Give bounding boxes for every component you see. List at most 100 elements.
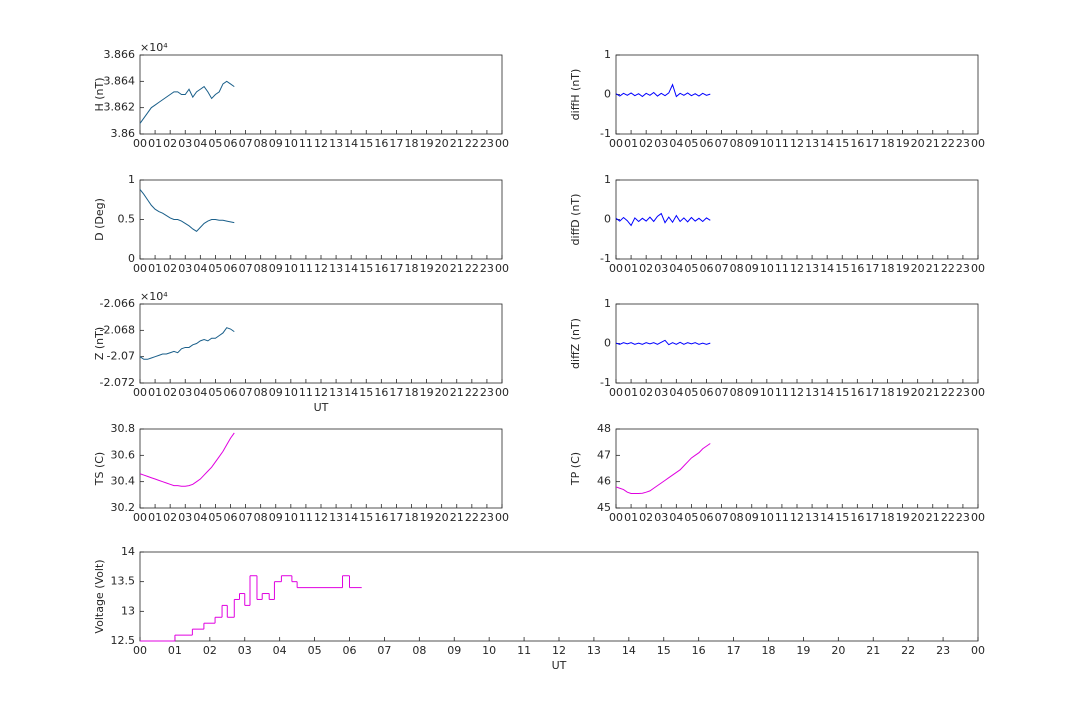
x-tick-label: 21 [866,644,880,657]
x-tick-label: 03 [654,137,668,150]
x-tick-label: 22 [465,386,479,399]
x-tick-label: 06 [224,262,238,275]
x-tick-label: 00 [609,262,623,275]
x-tick-label: 14 [344,137,358,150]
x-tick-label: 12 [314,137,328,150]
x-tick-label: 16 [850,386,864,399]
data-line [139,80,235,124]
y-tick-label: 0.5 [118,213,136,226]
x-tick-label: 10 [760,511,774,524]
x-tick-label: 09 [447,644,461,657]
x-tick-label: 12 [790,262,804,275]
x-tick-label: 02 [163,137,177,150]
x-tick-label: 01 [168,644,182,657]
x-tick-label: 13 [329,262,343,275]
x-tick-label: 16 [850,137,864,150]
y-axis-label: diffD (nT) [569,194,582,246]
x-tick-label: 12 [790,511,804,524]
x-tick-label: 09 [269,386,283,399]
x-tick-label: 20 [911,262,925,275]
x-tick-label: 21 [926,386,940,399]
y-tick-label: 1 [604,173,611,186]
data-line [615,443,711,495]
x-tick-label: 16 [850,262,864,275]
x-tick-label: 00 [133,511,147,524]
x-tick-label: 00 [609,137,623,150]
x-tick-label: 10 [760,386,774,399]
x-tick-label: 18 [881,262,895,275]
x-tick-label: 07 [239,511,253,524]
x-tick-label: 20 [435,262,449,275]
x-tick-label: 04 [273,644,287,657]
x-tick-label: 09 [745,511,759,524]
x-tick-label: 00 [133,137,147,150]
x-tick-label: 04 [669,137,683,150]
x-tick-label: 18 [405,137,419,150]
x-tick-label: 08 [254,386,268,399]
x-tick-label: 02 [639,386,653,399]
y-axis-label: TS (C) [93,452,106,486]
x-tick-label: 14 [344,386,358,399]
x-tick-label: 08 [254,511,268,524]
x-tick-label: 18 [881,137,895,150]
x-tick-label: 00 [609,386,623,399]
y-axis-label: Z (nT) [93,327,106,360]
x-tick-label: 01 [148,386,162,399]
x-tick-label: 17 [727,644,741,657]
x-tick-label: 03 [654,262,668,275]
x-tick-label: 01 [148,137,162,150]
x-tick-label: 08 [254,137,268,150]
x-tick-label: 08 [412,644,426,657]
x-tick-label: 04 [669,511,683,524]
x-tick-label: 04 [193,137,207,150]
x-tick-label: 20 [435,386,449,399]
x-tick-label: 11 [775,511,789,524]
y-tick-label: -1 [600,376,611,389]
x-tick-label: 12 [314,262,328,275]
x-tick-label: 18 [405,511,419,524]
y-tick-label: 30.8 [111,422,136,435]
x-tick-label: 22 [901,644,915,657]
x-tick-label: 09 [269,511,283,524]
y-tick-label: 30.4 [111,475,136,488]
x-tick-label: 00 [495,137,509,150]
x-tick-label: 03 [178,262,192,275]
x-tick-label: 14 [820,511,834,524]
x-tick-label: 17 [865,137,879,150]
x-tick-label: 12 [790,386,804,399]
x-tick-label: 18 [405,262,419,275]
x-tick-label: 01 [148,262,162,275]
x-tick-label: 06 [700,386,714,399]
x-tick-label: 15 [359,511,373,524]
data-line [139,189,235,232]
x-tick-label: 01 [624,262,638,275]
axes-box [139,428,503,509]
y-tick-label: 3.86 [111,127,136,140]
x-tick-label: 11 [775,262,789,275]
x-tick-label: 04 [193,262,207,275]
x-tick-label: 21 [450,137,464,150]
x-tick-label: 09 [269,262,283,275]
x-tick-label: 10 [760,137,774,150]
x-tick-label: 19 [420,511,434,524]
x-tick-label: 23 [480,262,494,275]
x-tick-label: 04 [193,386,207,399]
x-tick-label: 23 [480,511,494,524]
y-tick-label: 30.2 [111,501,136,514]
x-tick-label: 06 [224,137,238,150]
y-tick-label: -2.07 [107,350,135,363]
x-tick-label: 05 [684,511,698,524]
x-tick-label: 07 [715,511,729,524]
x-tick-label: 00 [133,386,147,399]
x-tick-label: 14 [820,137,834,150]
x-tick-label: 19 [796,644,810,657]
y-tick-label: 13 [121,604,135,617]
y-tick-label: 48 [597,422,611,435]
x-tick-label: 12 [314,511,328,524]
x-tick-label: 06 [700,511,714,524]
x-tick-label: 15 [835,262,849,275]
x-tick-label: 05 [684,137,698,150]
y-tick-label: -2.072 [100,376,135,389]
x-tick-label: 10 [482,644,496,657]
axes-box [615,54,979,135]
